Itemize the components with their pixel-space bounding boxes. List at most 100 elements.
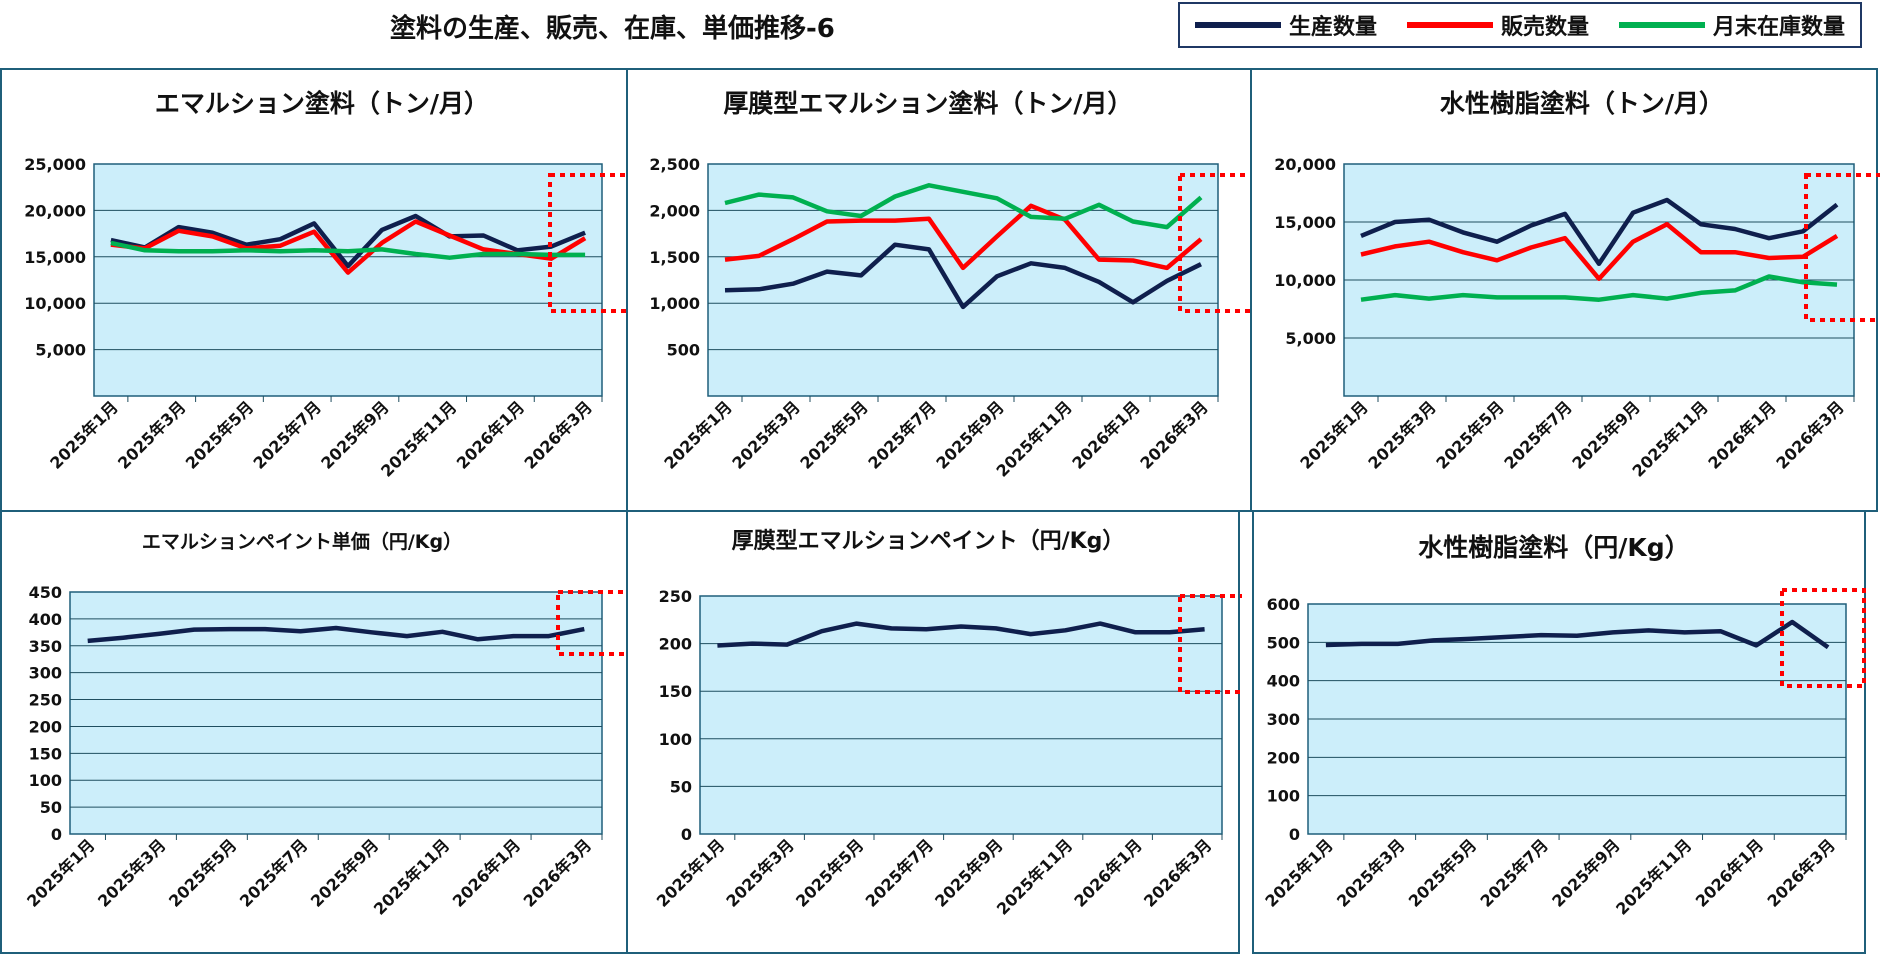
series-line-1 <box>724 203 1203 271</box>
legend-item-inventory: 月末在庫数量 <box>1618 9 1845 41</box>
x-tick-label: 2026年1月 <box>1070 835 1145 910</box>
highlight-box <box>548 173 630 313</box>
legend: 生産数量 販売数量 月末在庫数量 <box>1178 2 1862 48</box>
x-tick-label: 2025年9月 <box>1548 835 1623 910</box>
y-tick-label: 200 <box>1267 748 1300 767</box>
y-tick-label: 200 <box>659 635 692 654</box>
y-tick-label: 50 <box>40 798 62 817</box>
y-tick-label: 50 <box>670 777 692 796</box>
x-tick-label: 2025年7月 <box>1500 397 1575 472</box>
chart-title: エマルションペイント単価（円/Kg） <box>142 530 462 553</box>
series-line-0 <box>87 625 585 644</box>
y-tick-label: 10,000 <box>24 294 86 313</box>
x-tick-label: 2025年1月 <box>653 835 728 910</box>
chart-panel-emulsion-price: エマルションペイント単価（円/Kg） 0 50 100 150 200 250 300 350 4… <box>0 510 630 954</box>
series-line-2 <box>110 240 586 260</box>
x-tick-label: 2025年9月 <box>317 397 392 472</box>
y-tick-label: 20,000 <box>24 201 86 220</box>
x-tick-label: 2025年3月 <box>94 835 169 910</box>
x-tick-label: 2025年9月 <box>932 397 1007 472</box>
y-tick-label: 450 <box>29 583 62 602</box>
x-tick-label: 2025年7月 <box>250 397 325 472</box>
y-tick-label: 20,000 <box>1274 155 1336 174</box>
y-tick-label: 0 <box>1289 825 1300 844</box>
y-tick-label: 150 <box>659 682 692 701</box>
x-tick-label: 2026年3月 <box>520 835 595 910</box>
chart-water-resin-volume: 水性樹脂塗料（トン/月） 5,000 10,000 15,000 20,000 2025年… <box>1274 89 1880 481</box>
legend-label-inventory: 月末在庫数量 <box>1712 15 1845 40</box>
x-tick-label: 2026年3月 <box>1772 397 1847 472</box>
y-tick-label: 350 <box>29 637 62 656</box>
chart-panel-thick-emulsion-price: 厚膜型エマルションペイント（円/Kg） 0 50 100 150 200 250 2025年1… <box>626 510 1242 954</box>
y-tick-label: 600 <box>1267 595 1300 614</box>
chart-emulsion-volume: エマルション塗料（トン/月） 5,000 10,000 15,000 20,000 25,… <box>24 89 630 481</box>
y-tick-label: 5,000 <box>35 341 86 360</box>
y-tick-label: 250 <box>659 587 692 606</box>
series-line-1 <box>1360 222 1839 282</box>
highlight-box <box>1178 594 1242 694</box>
x-tick-label: 2026年1月 <box>1692 835 1767 910</box>
x-tick-label: 2025年1月 <box>1261 835 1336 910</box>
series-line-2 <box>1360 274 1838 302</box>
plot-area <box>707 163 1219 397</box>
highlight-box <box>1804 173 1880 322</box>
highlight-box <box>1780 588 1866 688</box>
y-tick-label: 100 <box>659 730 692 749</box>
series-line-0 <box>717 621 1205 648</box>
chart-title: 厚膜型エマルション塗料（トン/月） <box>723 89 1132 118</box>
y-tick-label: 2,500 <box>649 155 700 174</box>
legend-item-sales: 販売数量 <box>1406 9 1589 41</box>
legend-label-sales: 販売数量 <box>1500 15 1589 40</box>
y-tick-label: 0 <box>681 825 692 844</box>
y-tick-label: 25,000 <box>24 155 86 174</box>
x-tick-label: 2025年9月 <box>307 835 382 910</box>
x-tick-label: 2025年3月 <box>722 835 797 910</box>
x-tick-label: 2025年7月 <box>236 835 311 910</box>
x-tick-label: 2026年1月 <box>449 835 524 910</box>
chart-water-resin-price: 水性樹脂塗料（円/Kg）01002003004005006002025年1月20… <box>1261 533 1866 919</box>
y-tick-label: 10,000 <box>1274 271 1336 290</box>
x-tick-label: 2025年1月 <box>46 397 121 472</box>
chart-thick-emulsion-price: 厚膜型エマルションペイント（円/Kg） 0 50 100 150 200 250 2025年1… <box>653 529 1242 919</box>
chart-panel-thick-emulsion-volume: 厚膜型エマルション塗料（トン/月） 500 1,000 1,500 2,000 2,500… <box>626 68 1254 512</box>
y-tick-label: 15,000 <box>1274 213 1336 232</box>
x-tick-label: 2025年11月 <box>370 835 453 918</box>
y-tick-label: 1,000 <box>649 294 700 313</box>
chart-emulsion-price: エマルションペイント単価（円/Kg） 0 50 100 150 200 250 300 350 4… <box>23 530 630 919</box>
x-tick-label: 2025年1月 <box>1296 397 1371 472</box>
chart-panel-water-resin-price: 水性樹脂塗料（円/Kg） 0 100 200 300 400 500 600 2025年1月 20… <box>1252 510 1866 954</box>
series-line-0 <box>1325 619 1830 650</box>
legend-line-production <box>1194 22 1281 28</box>
y-tick-label: 100 <box>29 771 62 790</box>
x-tick-label: 2026年3月 <box>520 397 595 472</box>
x-tick-label: 2026年3月 <box>1140 835 1215 910</box>
plot-area <box>93 163 603 397</box>
x-tick-label: 2025年5月 <box>182 397 257 472</box>
y-tick-label: 15,000 <box>24 248 86 267</box>
y-tick-label: 1,500 <box>649 248 700 267</box>
x-tick-label: 2025年3月 <box>728 397 803 472</box>
x-tick-label: 2025年5月 <box>1405 835 1480 910</box>
x-tick-label: 2025年9月 <box>1568 397 1643 472</box>
y-tick-label: 100 <box>1267 787 1300 806</box>
y-tick-label: 200 <box>29 717 62 736</box>
series-line-2 <box>724 183 1203 230</box>
x-tick-label: 2026年3月 <box>1763 835 1838 910</box>
x-tick-label: 2026年1月 <box>453 397 528 472</box>
x-tick-label: 2025年3月 <box>114 397 189 472</box>
legend-label-production: 生産数量 <box>1288 15 1377 40</box>
y-tick-label: 5,000 <box>1285 329 1336 348</box>
y-tick-label: 300 <box>29 664 62 683</box>
page-title: 塗料の生産、販売、在庫、単価推移-6 <box>390 14 835 44</box>
chart-title: 水性樹脂塗料（トン/月） <box>1440 89 1724 118</box>
series-line-0 <box>110 213 586 269</box>
y-tick-label: 500 <box>667 341 700 360</box>
legend-item-production: 生産数量 <box>1194 9 1377 41</box>
x-tick-label: 2025年11月 <box>1612 835 1695 918</box>
y-tick-label: 400 <box>29 610 62 629</box>
x-tick-label: 2025年1月 <box>23 835 98 910</box>
plot-area <box>699 595 1223 835</box>
x-tick-label: 2025年5月 <box>1432 397 1507 472</box>
x-tick-label: 2025年7月 <box>864 397 939 472</box>
x-tick-label: 2025年5月 <box>165 835 240 910</box>
